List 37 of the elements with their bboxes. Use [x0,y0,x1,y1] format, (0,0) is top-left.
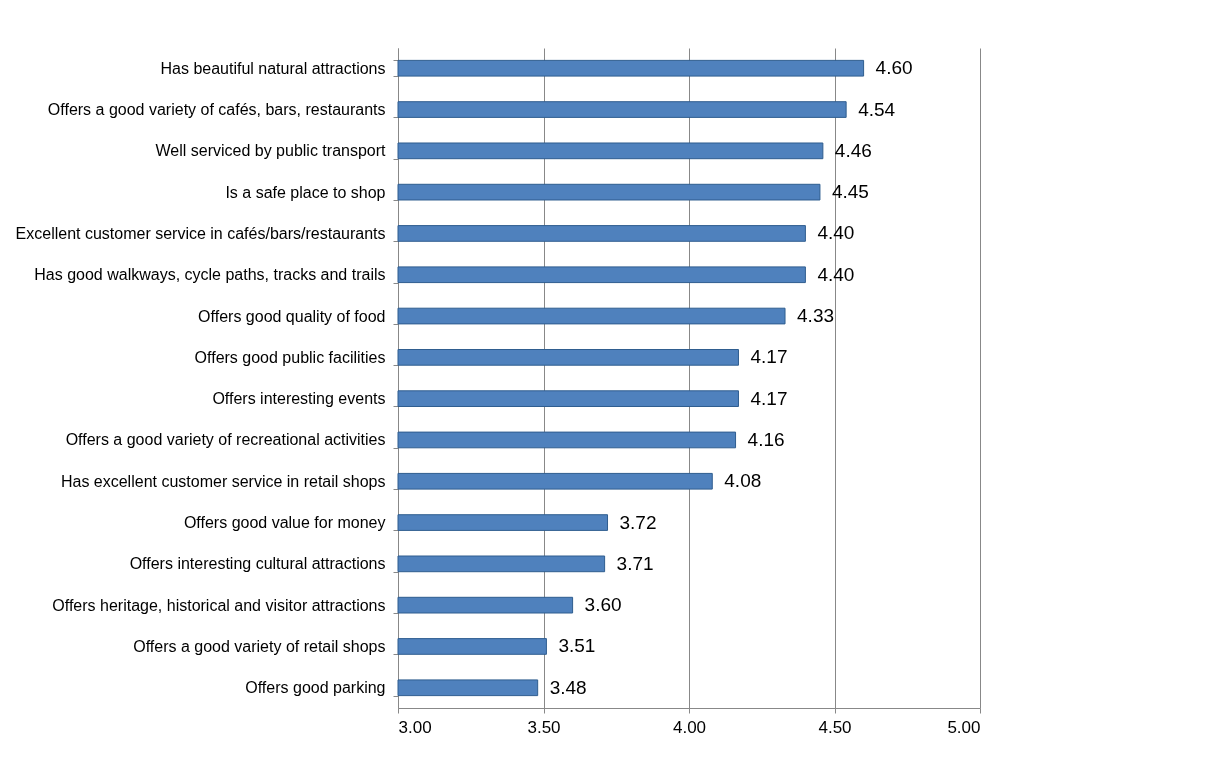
data-label: 4.17 [750,387,788,409]
data-label: 4.46 [834,139,872,161]
x-tick-label: 4.50 [818,717,852,737]
data-label: 4.08 [724,470,762,492]
y-tick-label: Excellent customer service in cafés/bars/restaurants [15,224,386,242]
x-tick-label: 4.00 [672,717,707,737]
y-tick-label: Offers good quality of food [198,307,386,325]
y-tick-label: Has good walkways, cycle paths, tracks and trails [34,266,386,284]
data-label: 4.40 [817,263,855,285]
data-label: 3.72 [619,511,657,533]
x-tick-label: 3.00 [398,717,432,737]
data-label: 4.17 [750,346,788,368]
y-tick-label: Offers good parking [245,679,386,697]
y-tick-label: Offers a good variety of cafés, bars, restaurants [47,101,386,119]
y-tick-label: Offers good value for money [183,514,386,532]
data-label: 4.60 [875,57,913,79]
data-label: 4.54 [858,98,896,120]
data-label: 4.40 [817,222,855,244]
y-tick-label: Offers interesting events [212,390,386,408]
y-tick-label: Offers interesting cultural attractions [129,555,386,573]
y-tick-label: Offers a good variety of retail shops [133,637,386,655]
y-tick-label: Has excellent customer service in retail shops [60,472,386,490]
y-tick-label: Well serviced by public transport [155,142,387,160]
data-label: 3.60 [584,594,622,616]
x-tick-label: 5.00 [947,717,981,737]
y-tick-label: Is a safe place to shop [225,183,386,201]
y-tick-label: Offers heritage, historical and visitor attractions [52,596,386,614]
y-tick-label: Has beautiful natural attractions [160,59,386,77]
data-label: 4.16 [747,428,785,450]
data-label: 4.33 [797,305,835,327]
x-tick-label: 3.50 [527,717,561,737]
y-tick-label: Offers a good variety of recreational activities [65,431,386,449]
y-tick-label: Offers good public facilities [194,348,386,366]
data-label: 3.51 [558,635,596,657]
data-label: 4.45 [831,181,869,203]
data-label: 3.71 [616,552,654,574]
data-label: 3.48 [549,676,587,698]
